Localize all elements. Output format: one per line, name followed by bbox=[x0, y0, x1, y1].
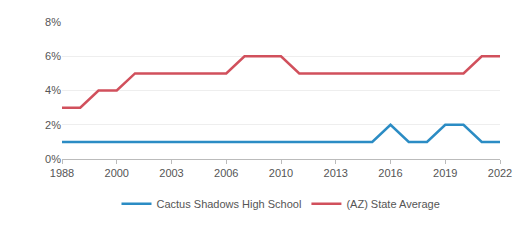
svg-text:Cactus Shadows High School: Cactus Shadows High School bbox=[157, 198, 302, 210]
svg-text:1988: 1988 bbox=[50, 167, 74, 179]
svg-text:2022: 2022 bbox=[488, 167, 512, 179]
svg-text:(AZ) State Average: (AZ) State Average bbox=[346, 198, 439, 210]
svg-text:2006: 2006 bbox=[214, 167, 238, 179]
svg-text:0%: 0% bbox=[45, 153, 61, 165]
svg-text:6%: 6% bbox=[45, 50, 61, 62]
svg-text:2010: 2010 bbox=[269, 167, 293, 179]
svg-text:4%: 4% bbox=[45, 84, 61, 96]
svg-text:2016: 2016 bbox=[378, 167, 402, 179]
svg-text:2013: 2013 bbox=[324, 167, 348, 179]
svg-text:2000: 2000 bbox=[105, 167, 129, 179]
svg-text:2019: 2019 bbox=[433, 167, 457, 179]
svg-text:8%: 8% bbox=[45, 16, 61, 28]
svg-text:2003: 2003 bbox=[159, 167, 183, 179]
svg-text:2%: 2% bbox=[45, 119, 61, 131]
